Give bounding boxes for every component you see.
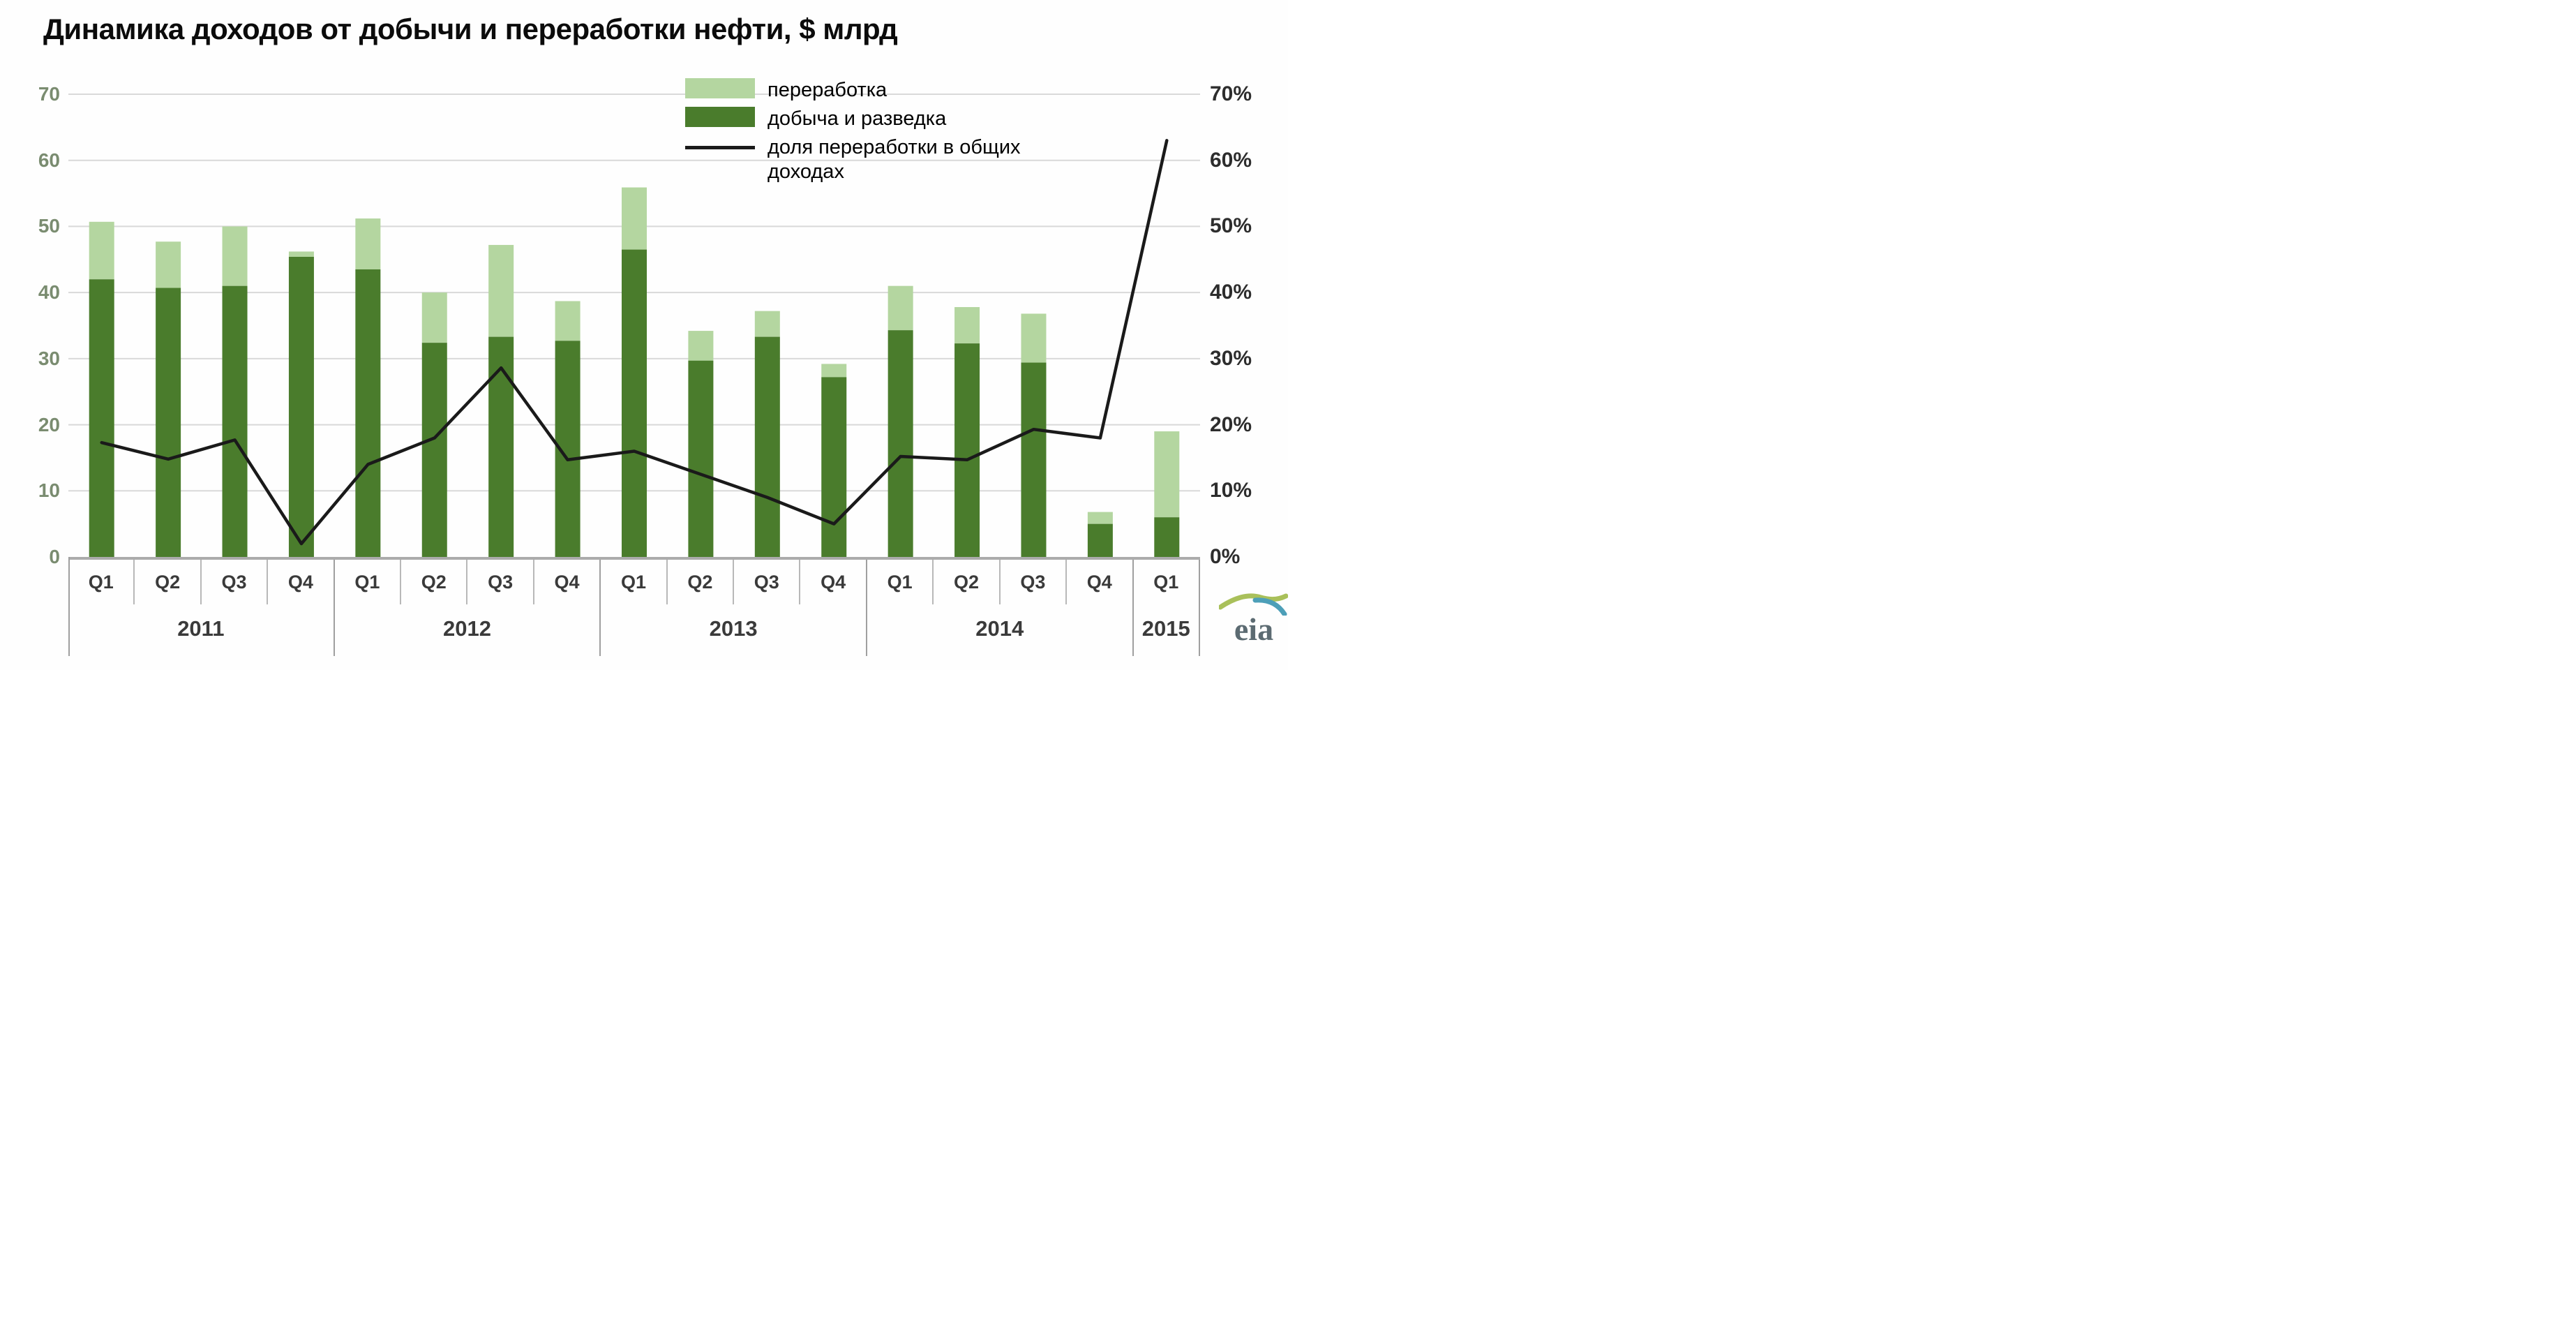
left-axis-tick: 10 bbox=[38, 479, 60, 502]
plot-area bbox=[68, 94, 1200, 557]
quarter-label-2011-Q4: Q4 bbox=[268, 560, 335, 604]
year-label-2014: 2014 bbox=[867, 604, 1134, 656]
right-axis-tick: 10% bbox=[1210, 479, 1252, 502]
bar-refining bbox=[754, 311, 780, 337]
bar-production bbox=[488, 336, 514, 557]
right-axis-tick: 0% bbox=[1210, 545, 1241, 568]
left-axis-tick: 50 bbox=[38, 215, 60, 237]
eia-logo: eia bbox=[1215, 586, 1288, 647]
right-axis-tick: 40% bbox=[1210, 281, 1252, 304]
bar-refining bbox=[1087, 512, 1113, 524]
quarter-label-2014-Q2: Q2 bbox=[934, 560, 1001, 604]
bar-refining bbox=[954, 306, 980, 344]
right-axis-tick: 60% bbox=[1210, 148, 1252, 172]
right-axis-tick: 20% bbox=[1210, 412, 1252, 436]
legend-label: переработка bbox=[767, 79, 888, 101]
bar-production bbox=[288, 256, 314, 557]
x-axis: Q1 Q2 Q3 Q4 Q1 Q2 Q3 Q4 Q1 Q2 Q3 Q4 Q1 Q2 Q3 Q4 Q1 2011 2… bbox=[68, 557, 1200, 656]
quarter-label-2014-Q4: Q4 bbox=[1067, 560, 1134, 604]
bar-production bbox=[688, 360, 714, 557]
quarter-label-2014-Q1: Q1 bbox=[867, 560, 934, 604]
year-row: 2011 2012 2013 2014 2015 bbox=[68, 604, 1200, 656]
production-swatch-icon bbox=[685, 107, 755, 127]
quarter-row: Q1 Q2 Q3 Q4 Q1 Q2 Q3 Q4 Q1 Q2 Q3 Q4 Q1 Q2 Q3 Q4 Q1 bbox=[68, 557, 1200, 604]
bar-production bbox=[89, 279, 114, 557]
share-line bbox=[100, 139, 1169, 546]
right-axis-tick: 70% bbox=[1210, 82, 1252, 105]
bar-production bbox=[754, 336, 780, 557]
refining-swatch-icon bbox=[685, 78, 755, 98]
bar-refining bbox=[1154, 431, 1180, 518]
bar-production bbox=[1154, 517, 1180, 557]
eia-logo-swoosh-icon bbox=[1218, 593, 1288, 617]
quarter-label-2015-Q1: Q1 bbox=[1134, 560, 1200, 604]
bar-refining bbox=[89, 221, 114, 280]
left-axis-tick: 0 bbox=[49, 546, 60, 567]
bar-production bbox=[222, 285, 248, 557]
line-swatch-icon bbox=[685, 146, 755, 149]
quarter-label-2012-Q4: Q4 bbox=[534, 560, 601, 604]
quarter-label-2011-Q1: Q1 bbox=[68, 560, 135, 604]
left-axis-tick: 20 bbox=[38, 413, 60, 436]
quarter-label-2014-Q3: Q3 bbox=[1001, 560, 1068, 604]
bar-production bbox=[355, 269, 381, 557]
legend: переработка добыча и разведка доля перер… bbox=[685, 78, 1076, 188]
year-label-2012: 2012 bbox=[335, 604, 601, 656]
right-axis-tick: 50% bbox=[1210, 214, 1252, 238]
bar-refining bbox=[288, 251, 314, 257]
quarter-label-2011-Q2: Q2 bbox=[135, 560, 202, 604]
bar-refining bbox=[488, 244, 514, 337]
bar-refining bbox=[421, 292, 447, 343]
left-axis-tick: 30 bbox=[38, 347, 60, 369]
quarter-label-2013-Q4: Q4 bbox=[800, 560, 867, 604]
legend-label: добыча и разведка bbox=[767, 107, 947, 130]
bar-production bbox=[622, 249, 647, 557]
bar-production bbox=[888, 330, 913, 557]
bar-refining bbox=[821, 364, 847, 378]
right-axis-tick: 30% bbox=[1210, 346, 1252, 370]
left-axis-tick: 60 bbox=[38, 149, 60, 171]
bar-production bbox=[421, 343, 447, 557]
bar-refining bbox=[1021, 313, 1047, 363]
eia-logo-text: eia bbox=[1234, 611, 1274, 647]
bar-refining bbox=[222, 226, 248, 286]
quarter-label-2011-Q3: Q3 bbox=[202, 560, 269, 604]
bar-refining bbox=[156, 241, 181, 288]
bar-refining bbox=[688, 331, 714, 361]
bar-refining bbox=[622, 187, 647, 250]
bar-refining bbox=[888, 285, 913, 331]
legend-item-production: добыча и разведка bbox=[685, 107, 1076, 131]
quarter-label-2013-Q2: Q2 bbox=[668, 560, 735, 604]
legend-item-refining: переработка bbox=[685, 78, 1076, 103]
quarter-label-2012-Q3: Q3 bbox=[467, 560, 534, 604]
legend-item-share-line: доля переработки в общих доходах bbox=[685, 135, 1076, 184]
bar-refining bbox=[555, 301, 581, 341]
quarter-label-2012-Q2: Q2 bbox=[401, 560, 468, 604]
bar-production bbox=[1087, 523, 1113, 557]
bar-production bbox=[156, 288, 181, 557]
bar-production bbox=[821, 377, 847, 557]
left-axis-tick: 70 bbox=[38, 83, 60, 105]
quarter-label-2012-Q1: Q1 bbox=[335, 560, 402, 604]
bar-refining bbox=[355, 218, 381, 269]
chart-title: Динамика доходов от добычи и переработки… bbox=[43, 13, 898, 45]
quarter-label-2013-Q1: Q1 bbox=[601, 560, 668, 604]
year-label-2015: 2015 bbox=[1134, 604, 1200, 656]
legend-label: доля переработки в общих доходах bbox=[767, 136, 1021, 183]
year-label-2013: 2013 bbox=[601, 604, 867, 656]
year-label-2011: 2011 bbox=[68, 604, 335, 656]
quarter-label-2013-Q3: Q3 bbox=[734, 560, 801, 604]
x-axis-left-border bbox=[68, 557, 70, 656]
left-axis-tick: 40 bbox=[38, 281, 60, 304]
bar-production bbox=[954, 343, 980, 557]
bar-production bbox=[1021, 362, 1047, 557]
chart-page: Динамика доходов от добычи и переработки… bbox=[0, 0, 1288, 670]
